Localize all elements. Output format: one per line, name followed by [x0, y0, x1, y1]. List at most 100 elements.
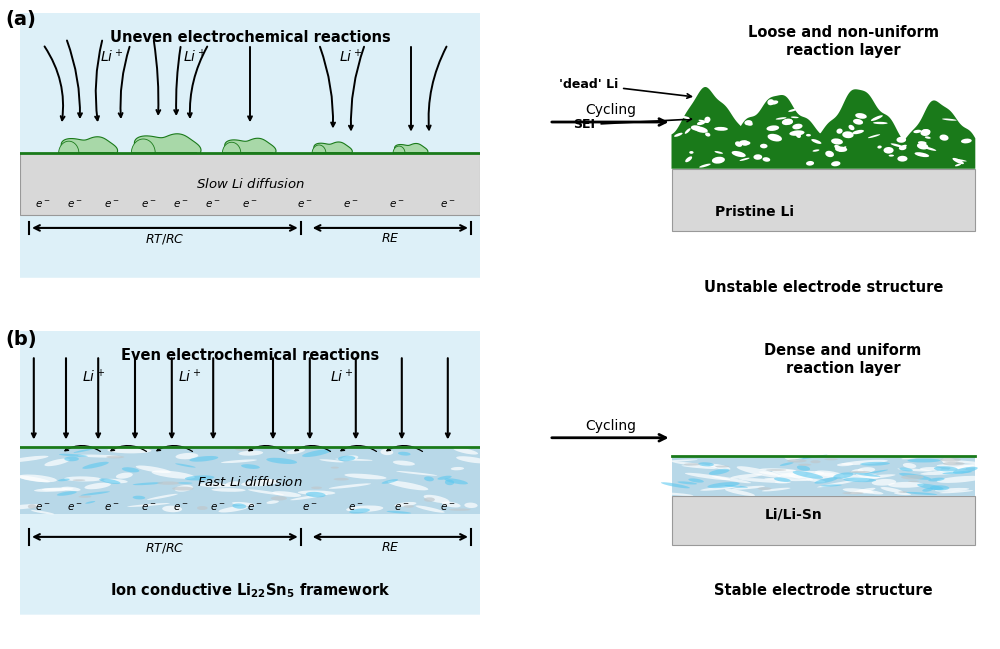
Text: Uneven electrochemical reactions: Uneven electrochemical reactions — [110, 30, 390, 45]
Ellipse shape — [953, 159, 967, 162]
Text: Li/Li-Sn: Li/Li-Sn — [765, 507, 823, 521]
Ellipse shape — [899, 467, 913, 471]
Ellipse shape — [334, 478, 349, 480]
Ellipse shape — [839, 146, 846, 152]
Ellipse shape — [346, 506, 383, 512]
Ellipse shape — [785, 119, 793, 125]
Ellipse shape — [852, 130, 864, 134]
Ellipse shape — [939, 490, 973, 493]
Polygon shape — [312, 145, 326, 153]
Ellipse shape — [913, 130, 921, 133]
Ellipse shape — [248, 489, 284, 495]
Text: $Li^+$: $Li^+$ — [178, 368, 202, 386]
Ellipse shape — [189, 456, 218, 461]
Ellipse shape — [698, 462, 714, 467]
Ellipse shape — [784, 454, 803, 461]
Ellipse shape — [106, 456, 124, 458]
Ellipse shape — [758, 471, 795, 477]
Ellipse shape — [107, 447, 151, 454]
Ellipse shape — [774, 478, 791, 482]
Ellipse shape — [175, 485, 193, 492]
Text: $e^-$: $e^-$ — [205, 199, 221, 210]
Ellipse shape — [766, 469, 786, 471]
Ellipse shape — [319, 459, 344, 463]
Ellipse shape — [917, 143, 928, 149]
Ellipse shape — [942, 458, 955, 464]
Text: $\it{RE}$: $\it{RE}$ — [381, 541, 400, 554]
Ellipse shape — [424, 495, 449, 503]
Ellipse shape — [84, 483, 111, 489]
Ellipse shape — [99, 478, 121, 484]
Ellipse shape — [715, 465, 729, 467]
Ellipse shape — [788, 108, 797, 112]
Ellipse shape — [739, 158, 750, 161]
Ellipse shape — [758, 487, 771, 490]
Ellipse shape — [18, 474, 57, 482]
Text: Loose and non-uniform
reaction layer: Loose and non-uniform reaction layer — [748, 25, 938, 58]
Ellipse shape — [338, 456, 355, 461]
Ellipse shape — [232, 502, 255, 506]
Ellipse shape — [850, 488, 875, 494]
Ellipse shape — [940, 458, 961, 462]
Ellipse shape — [806, 134, 811, 136]
Ellipse shape — [674, 133, 683, 137]
Ellipse shape — [652, 459, 698, 463]
Polygon shape — [395, 143, 428, 153]
Ellipse shape — [934, 466, 958, 471]
Text: 'dead' Li: 'dead' Li — [559, 78, 691, 98]
Ellipse shape — [780, 462, 794, 466]
Ellipse shape — [853, 119, 863, 125]
Ellipse shape — [824, 458, 838, 460]
Ellipse shape — [16, 475, 50, 482]
Ellipse shape — [814, 478, 838, 484]
Ellipse shape — [103, 479, 128, 484]
Ellipse shape — [415, 506, 445, 513]
Ellipse shape — [868, 134, 880, 138]
Ellipse shape — [753, 154, 762, 160]
Ellipse shape — [837, 463, 853, 466]
Ellipse shape — [34, 487, 74, 492]
Ellipse shape — [942, 471, 972, 474]
Ellipse shape — [775, 481, 791, 484]
Ellipse shape — [311, 487, 322, 489]
Text: Cycling: Cycling — [585, 103, 636, 117]
Ellipse shape — [73, 448, 94, 453]
Text: Pristine Li: Pristine Li — [715, 205, 794, 219]
Ellipse shape — [849, 471, 870, 473]
Text: $e^-$: $e^-$ — [440, 502, 456, 513]
Ellipse shape — [78, 496, 91, 498]
Ellipse shape — [871, 116, 883, 121]
Ellipse shape — [760, 469, 796, 471]
Ellipse shape — [817, 480, 858, 487]
Ellipse shape — [388, 481, 428, 491]
Ellipse shape — [797, 465, 810, 471]
Ellipse shape — [732, 151, 746, 157]
Ellipse shape — [915, 153, 929, 157]
Ellipse shape — [825, 151, 834, 157]
Ellipse shape — [897, 156, 908, 162]
Ellipse shape — [735, 141, 742, 147]
Ellipse shape — [395, 502, 416, 507]
Ellipse shape — [834, 145, 842, 151]
Ellipse shape — [211, 488, 246, 492]
Ellipse shape — [788, 474, 813, 480]
Ellipse shape — [730, 474, 762, 479]
Ellipse shape — [872, 479, 896, 485]
Ellipse shape — [241, 480, 279, 487]
Ellipse shape — [858, 467, 875, 472]
Ellipse shape — [699, 164, 711, 167]
Text: $e^-$: $e^-$ — [67, 502, 83, 513]
Ellipse shape — [464, 502, 478, 508]
Ellipse shape — [937, 476, 983, 483]
Ellipse shape — [898, 491, 907, 493]
Ellipse shape — [843, 478, 876, 482]
Ellipse shape — [136, 465, 171, 473]
Ellipse shape — [387, 511, 411, 513]
Ellipse shape — [920, 467, 942, 471]
Ellipse shape — [891, 143, 904, 147]
Ellipse shape — [157, 482, 179, 485]
Ellipse shape — [917, 484, 944, 490]
Ellipse shape — [739, 140, 744, 144]
Ellipse shape — [955, 164, 961, 166]
Ellipse shape — [685, 128, 691, 134]
